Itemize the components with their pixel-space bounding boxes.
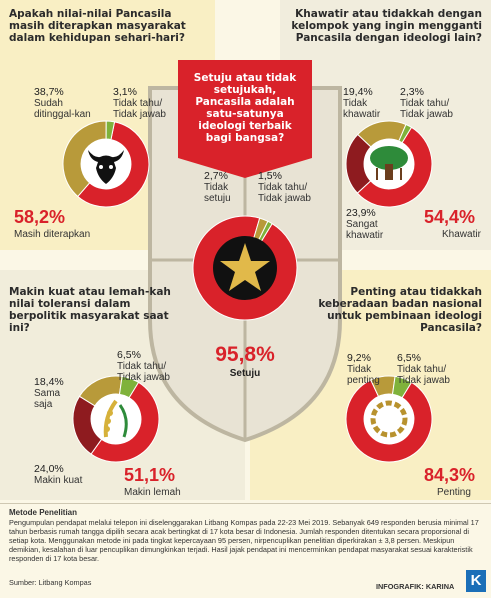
q2-pct-sangat: 23,9% xyxy=(346,207,376,219)
q2-pct-khawatir: 54,4% xyxy=(424,207,476,227)
banyan-tree-icon xyxy=(364,139,414,189)
bull-head-icon xyxy=(81,139,131,189)
q2-lbl-sangat: Sangat khawatir xyxy=(346,219,384,241)
q2-pct-tidakkhawatir: 19,4% xyxy=(343,86,373,98)
q2-lbl-khawatir: Khawatir xyxy=(442,229,481,240)
q3-lbl-tidaktahu: Tidak tahu/ Tidak jawab xyxy=(117,361,170,383)
q1-pct-masih: 58,2% xyxy=(14,207,66,227)
source-text: Sumber: Litbang Kompas xyxy=(9,578,92,587)
main-pct-setuju: 95,8% xyxy=(215,343,275,366)
q4-pct-penting: 84,3% xyxy=(424,465,476,485)
main-lbl-tidaksetuju: Tidak setuju xyxy=(204,182,231,204)
main-donut xyxy=(192,215,298,321)
q3-question: Makin kuat atau lemah-kah nilai tolerans… xyxy=(9,286,171,334)
q1-pct-ditinggal: 38,7% xyxy=(34,86,64,98)
q1-lbl-ditinggal: Sudah ditinggal-kan xyxy=(34,98,91,120)
q3-pct-tidaktahu: 6,5% xyxy=(117,349,141,361)
q1-lbl-tidaktahu: Tidak tahu/ Tidak jawab xyxy=(113,98,166,120)
main-lbl-setuju: Setuju xyxy=(229,368,261,379)
q3-pct-sama: 18,4% xyxy=(34,376,64,388)
q3-pct-lemah: 51,1% xyxy=(124,465,176,485)
q3-pct-kuat: 24,0% xyxy=(34,463,64,475)
main-question: Setuju atau tidak setujukah, Pancasila a… xyxy=(193,72,297,144)
main-pct-tidaktahu: 1,5% xyxy=(258,170,282,182)
q3-lbl-lemah: Makin lemah xyxy=(124,487,181,498)
q4-donut xyxy=(345,375,433,463)
q1-pct-tidaktahu: 3,1% xyxy=(113,86,137,98)
credit-text: INFOGRAFIK: KARINA xyxy=(376,582,455,591)
kompas-logo: K xyxy=(466,570,486,592)
method-title: Metode Penelitian xyxy=(9,508,78,517)
q4-lbl-tidakpenting: Tidak penting xyxy=(347,364,380,386)
q2-pct-tidaktahu: 2,3% xyxy=(400,86,424,98)
q3-lbl-sama: Sama saja xyxy=(34,388,61,410)
q2-lbl-tidakkhawatir: Tidak khawatir xyxy=(343,98,381,120)
q1-question: Apakah nilai-nilai Pancasila masih diter… xyxy=(9,8,186,44)
q2-question: Khawatir atau tidakkah dengan kelompok y… xyxy=(291,8,482,44)
chain-icon xyxy=(364,394,414,444)
q4-lbl-penting: Penting xyxy=(437,487,471,498)
method-text: Pengumpulan pendapat melalui telepon ini… xyxy=(9,518,479,563)
q4-lbl-tidaktahu: Tidak tahu/ Tidak jawab xyxy=(397,364,450,386)
rice-cotton-icon xyxy=(91,394,141,444)
main-pct-tidaksetuju: 2,7% xyxy=(204,170,228,182)
q3-lbl-kuat: Makin kuat xyxy=(34,475,83,486)
main-lbl-tidaktahu: Tidak tahu/ Tidak jawab xyxy=(258,182,311,204)
q2-lbl-tidaktahu: Tidak tahu/ Tidak jawab xyxy=(400,98,453,120)
star-icon xyxy=(213,236,277,300)
q4-pct-tidaktahu: 6,5% xyxy=(397,352,421,364)
q4-pct-tidakpenting: 9,2% xyxy=(347,352,371,364)
q2-donut xyxy=(345,120,433,208)
q4-question: Penting atau tidakkah keberadaan badan n… xyxy=(318,286,482,334)
q1-lbl-masih: Masih diterapkan xyxy=(14,229,91,240)
